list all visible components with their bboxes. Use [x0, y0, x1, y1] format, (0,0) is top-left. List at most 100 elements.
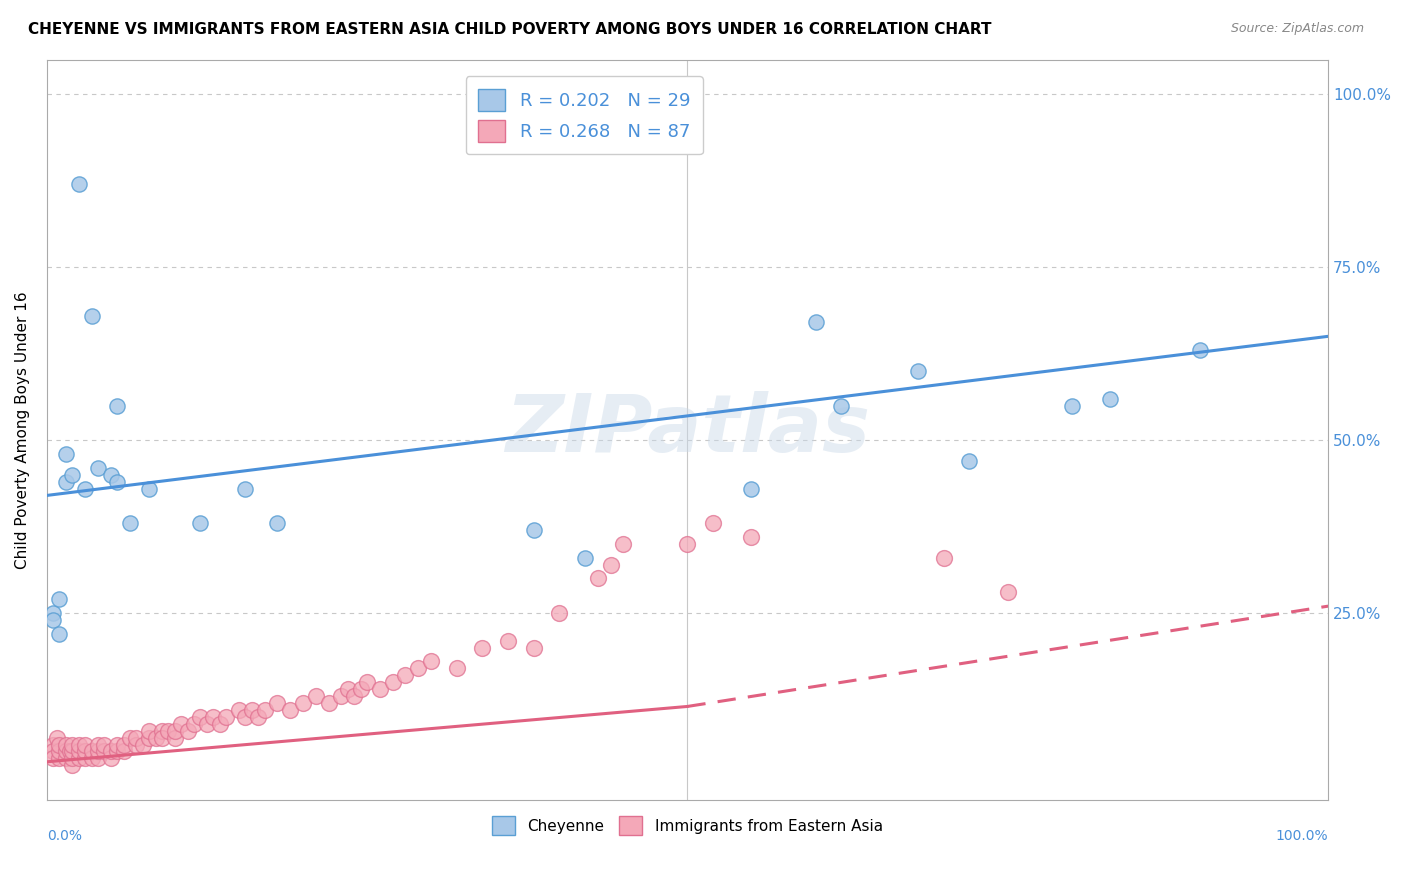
Point: [100, 744, 122, 758]
Point: [702, 516, 724, 530]
Point: [1188, 343, 1211, 358]
Text: Source: ZipAtlas.com: Source: ZipAtlas.com: [1230, 22, 1364, 36]
Point: [112, 744, 135, 758]
Text: 0.0%: 0.0%: [46, 830, 82, 844]
Point: [233, 482, 256, 496]
Point: [523, 640, 546, 655]
Point: [87, 460, 110, 475]
Point: [163, 723, 186, 738]
Point: [75, 482, 97, 496]
Point: [215, 710, 238, 724]
Point: [368, 682, 391, 697]
Point: [208, 716, 231, 731]
Point: [420, 655, 443, 669]
Point: [55, 744, 77, 758]
Point: [55, 738, 77, 752]
Point: [1060, 399, 1083, 413]
Point: [93, 744, 115, 758]
Point: [343, 689, 366, 703]
Point: [305, 689, 328, 703]
Point: [100, 467, 122, 482]
Point: [997, 585, 1019, 599]
Point: [55, 447, 77, 461]
Point: [157, 723, 180, 738]
Point: [60, 738, 83, 752]
Point: [612, 537, 634, 551]
Point: [42, 751, 65, 765]
Text: 100.0%: 100.0%: [1275, 830, 1329, 844]
Point: [75, 751, 97, 765]
Point: [67, 738, 90, 752]
Point: [59, 744, 82, 758]
Point: [574, 550, 596, 565]
Point: [278, 703, 301, 717]
Point: [408, 661, 430, 675]
Point: [356, 675, 378, 690]
Point: [55, 751, 77, 765]
Point: [75, 738, 97, 752]
Point: [830, 399, 852, 413]
Point: [105, 744, 128, 758]
Point: [93, 738, 115, 752]
Point: [48, 592, 70, 607]
Point: [150, 723, 173, 738]
Point: [599, 558, 621, 572]
Point: [75, 744, 97, 758]
Y-axis label: Child Poverty Among Boys Under 16: Child Poverty Among Boys Under 16: [15, 291, 30, 568]
Point: [48, 751, 70, 765]
Point: [349, 682, 371, 697]
Point: [125, 731, 148, 745]
Point: [394, 668, 416, 682]
Point: [907, 364, 929, 378]
Point: [105, 475, 128, 489]
Point: [138, 731, 160, 745]
Point: [804, 316, 827, 330]
Point: [202, 710, 225, 724]
Point: [266, 516, 288, 530]
Point: [60, 751, 83, 765]
Point: [87, 738, 110, 752]
Point: [42, 613, 65, 627]
Point: [247, 710, 270, 724]
Point: [496, 633, 519, 648]
Point: [523, 523, 546, 537]
Point: [105, 738, 128, 752]
Legend: Cheyenne, Immigrants from Eastern Asia: Cheyenne, Immigrants from Eastern Asia: [482, 807, 891, 844]
Point: [87, 744, 110, 758]
Point: [330, 689, 353, 703]
Point: [446, 661, 468, 675]
Point: [336, 682, 359, 697]
Point: [48, 627, 70, 641]
Text: ZIPatlas: ZIPatlas: [505, 391, 870, 468]
Point: [170, 716, 193, 731]
Point: [190, 516, 212, 530]
Point: [105, 399, 128, 413]
Point: [118, 731, 141, 745]
Point: [138, 482, 160, 496]
Point: [60, 744, 83, 758]
Point: [60, 467, 83, 482]
Point: [42, 738, 65, 752]
Point: [183, 716, 205, 731]
Point: [125, 738, 148, 752]
Point: [253, 703, 276, 717]
Point: [42, 744, 65, 758]
Point: [42, 606, 65, 620]
Point: [55, 475, 77, 489]
Point: [1099, 392, 1122, 406]
Point: [48, 744, 70, 758]
Point: [291, 696, 314, 710]
Point: [676, 537, 699, 551]
Point: [67, 744, 90, 758]
Point: [548, 606, 571, 620]
Point: [740, 530, 762, 544]
Point: [100, 751, 122, 765]
Point: [45, 731, 67, 745]
Point: [163, 731, 186, 745]
Point: [586, 572, 609, 586]
Point: [932, 550, 955, 565]
Point: [48, 738, 70, 752]
Point: [266, 696, 288, 710]
Point: [67, 177, 90, 191]
Point: [60, 758, 83, 772]
